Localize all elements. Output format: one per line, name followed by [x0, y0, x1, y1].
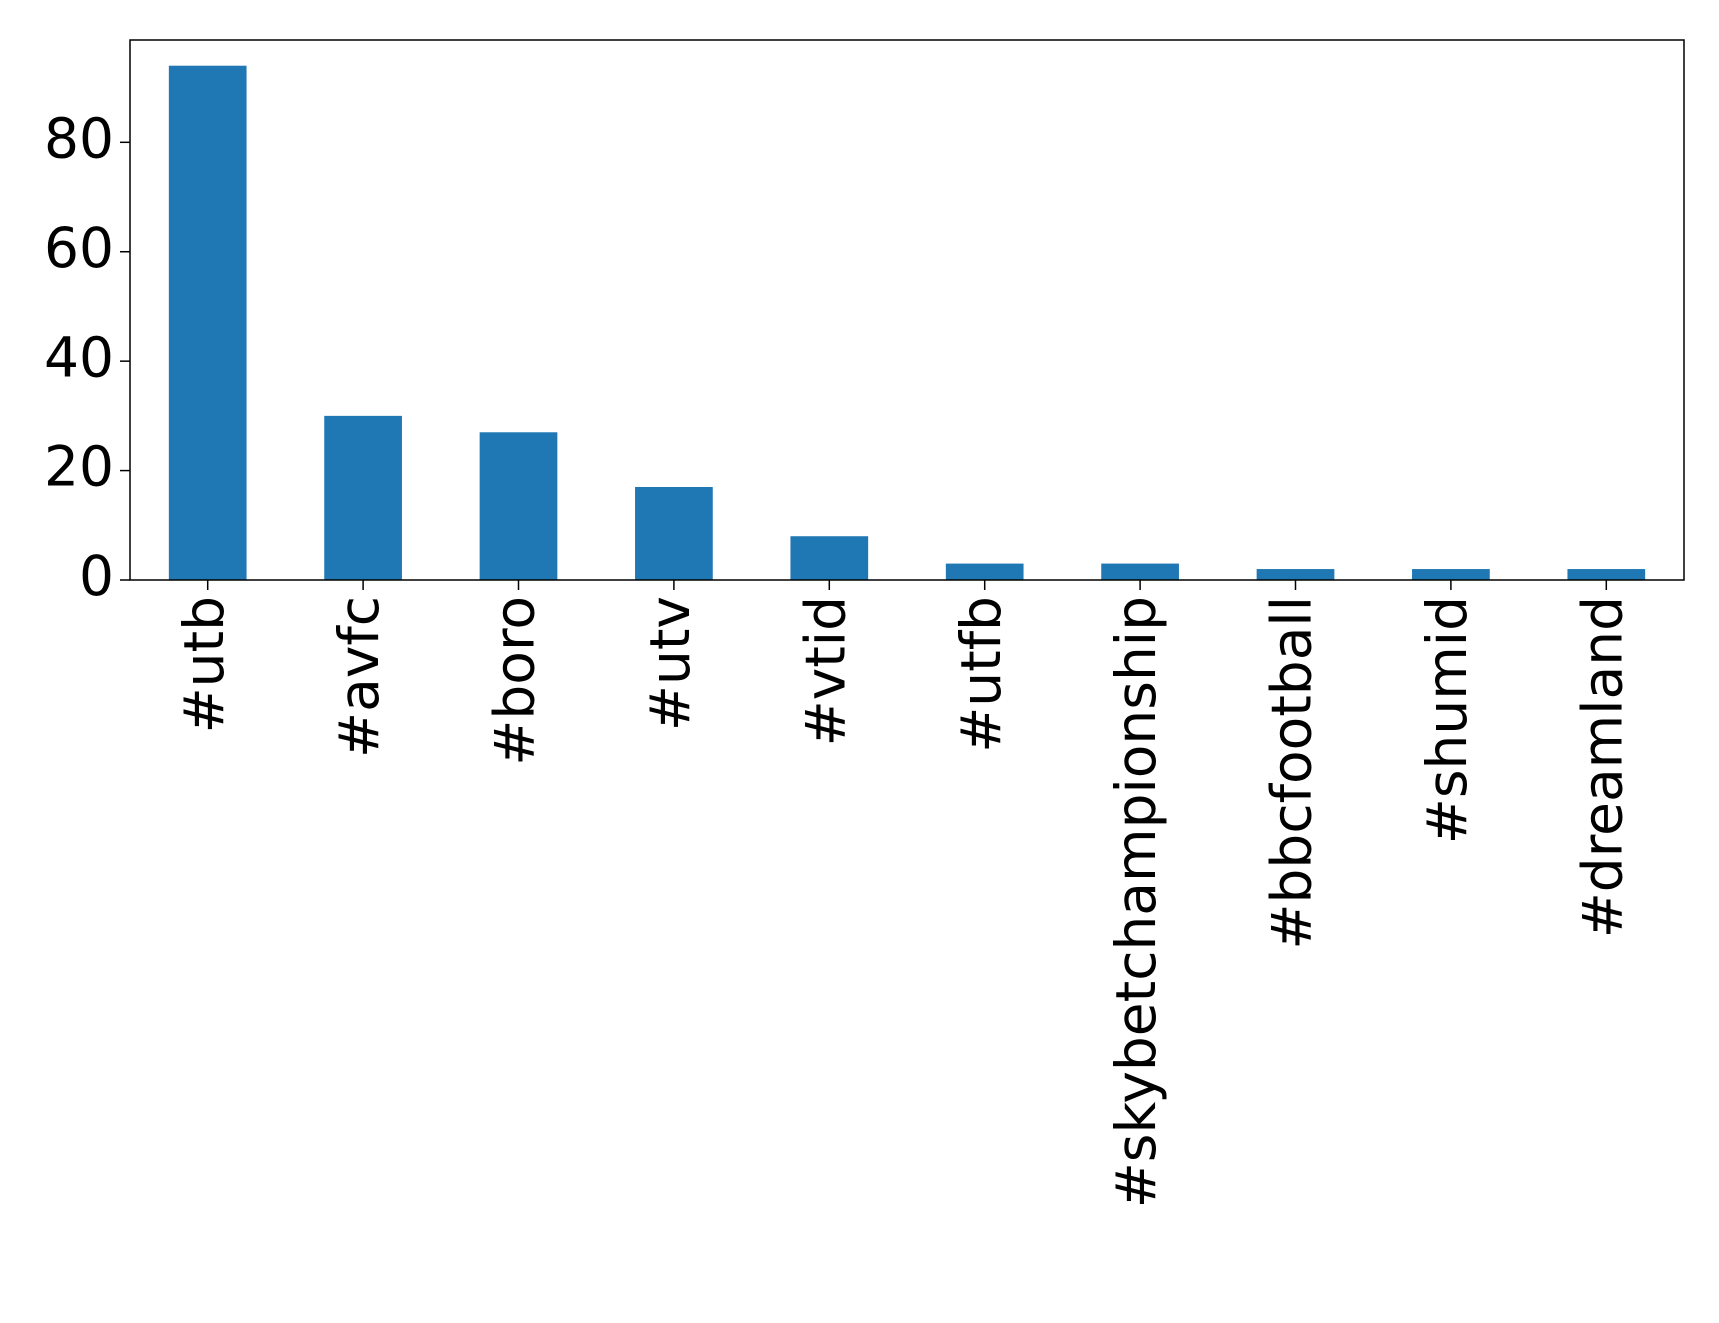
y-tick-label: 80 — [44, 106, 114, 170]
x-tick-label: #avfc — [327, 596, 391, 758]
bar — [945, 563, 1024, 580]
bar — [790, 536, 869, 580]
y-tick-label: 20 — [44, 435, 114, 499]
x-tick-label: #vtid — [793, 596, 857, 746]
y-tick-label: 60 — [44, 216, 114, 280]
bar — [1567, 569, 1646, 580]
x-tick-label: #skybetchampionship — [1104, 596, 1168, 1208]
bar — [479, 432, 558, 580]
x-tick-label: #dreamland — [1570, 596, 1634, 938]
plot-frame — [129, 39, 1685, 581]
y-tick-label: 0 — [79, 544, 114, 608]
y-tick-label: 40 — [44, 325, 114, 389]
bar — [1412, 569, 1490, 580]
bar — [324, 415, 402, 580]
bar — [168, 65, 247, 580]
x-tick-label: #shumid — [1415, 596, 1479, 844]
x-tick-label: #utfb — [949, 596, 1013, 753]
x-tick-label: #utv — [638, 596, 702, 731]
x-tick-label: #utb — [172, 596, 236, 733]
bar — [1256, 569, 1335, 580]
bar — [1101, 563, 1179, 580]
x-tick-label: #bbcfootball — [1260, 596, 1324, 950]
x-tick-label: #boro — [483, 596, 547, 766]
bar — [635, 486, 713, 580]
